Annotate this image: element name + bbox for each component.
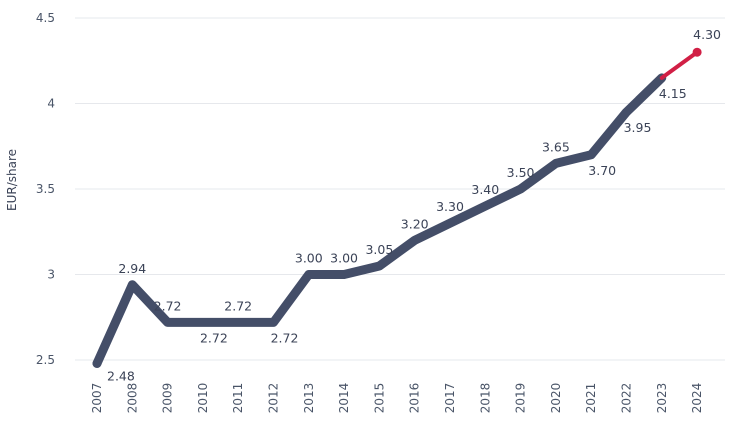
- data-label: 2.48: [107, 368, 135, 383]
- x-tick-label: 2007: [90, 383, 104, 414]
- series-line-main: [92, 73, 667, 368]
- y-tick-label: 2.5: [36, 353, 55, 367]
- gridlines: [75, 17, 725, 361]
- x-tick-label: 2008: [125, 383, 139, 414]
- data-label: 2.72: [224, 298, 252, 313]
- y-tick-label: 3: [47, 268, 55, 282]
- x-tick-label: 2021: [584, 383, 598, 414]
- data-label: 3.70: [588, 163, 616, 178]
- x-axis-ticks: 2007 2008 2009 2010 2011 2012 2013 2014 2015 2016…: [90, 383, 704, 414]
- x-tick-label: 2010: [196, 383, 210, 414]
- data-label: 3.20: [401, 216, 429, 231]
- x-tick-label: 2019: [514, 383, 528, 414]
- data-point-start: [92, 358, 102, 368]
- x-tick-label: 2015: [372, 383, 386, 414]
- data-label: 2.94: [118, 261, 146, 276]
- y-tick-label: 4.5: [36, 11, 55, 25]
- data-label: 2.72: [154, 298, 182, 313]
- x-tick-label: 2020: [549, 383, 563, 414]
- data-label: 2.72: [200, 330, 228, 345]
- data-label: 3.40: [471, 182, 499, 197]
- x-tick-label: 2017: [443, 383, 457, 414]
- x-tick-label: 2012: [267, 383, 281, 414]
- data-label: 2.72: [271, 330, 299, 345]
- x-tick-label: 2014: [337, 383, 351, 414]
- data-point-end: [692, 47, 702, 57]
- data-label: 3.95: [624, 120, 652, 135]
- x-tick-label: 2009: [161, 383, 175, 414]
- x-tick-label: 2023: [655, 383, 669, 414]
- x-tick-label: 2024: [690, 383, 704, 414]
- x-tick-label: 2011: [231, 383, 245, 414]
- x-tick-label: 2018: [478, 383, 492, 414]
- data-label: 3.65: [542, 139, 570, 154]
- series-line-forecast: [659, 50, 700, 80]
- data-label: 4.15: [659, 86, 687, 101]
- data-label: 3.05: [365, 242, 393, 257]
- y-tick-label: 4: [47, 97, 55, 111]
- y-axis-label: EUR/share: [5, 149, 19, 211]
- x-tick-label: 2013: [302, 383, 316, 414]
- y-axis-ticks: 2.5 3 3.5 4 4.5: [36, 11, 55, 367]
- y-tick-label: 3.5: [36, 182, 55, 196]
- data-label: 3.50: [507, 165, 535, 180]
- series-line: [92, 50, 700, 368]
- data-label: 3.00: [295, 251, 323, 266]
- data-labels: 2.48 2.94 2.72 2.72 2.72 2.72 3.00 3.00 3.05 3.20…: [107, 27, 721, 383]
- data-label: 3.30: [436, 199, 464, 214]
- data-label: 3.00: [330, 251, 358, 266]
- x-tick-label: 2016: [408, 383, 422, 414]
- x-tick-label: 2022: [620, 383, 634, 414]
- series-points: [92, 47, 702, 368]
- data-label: 4.30: [693, 27, 721, 42]
